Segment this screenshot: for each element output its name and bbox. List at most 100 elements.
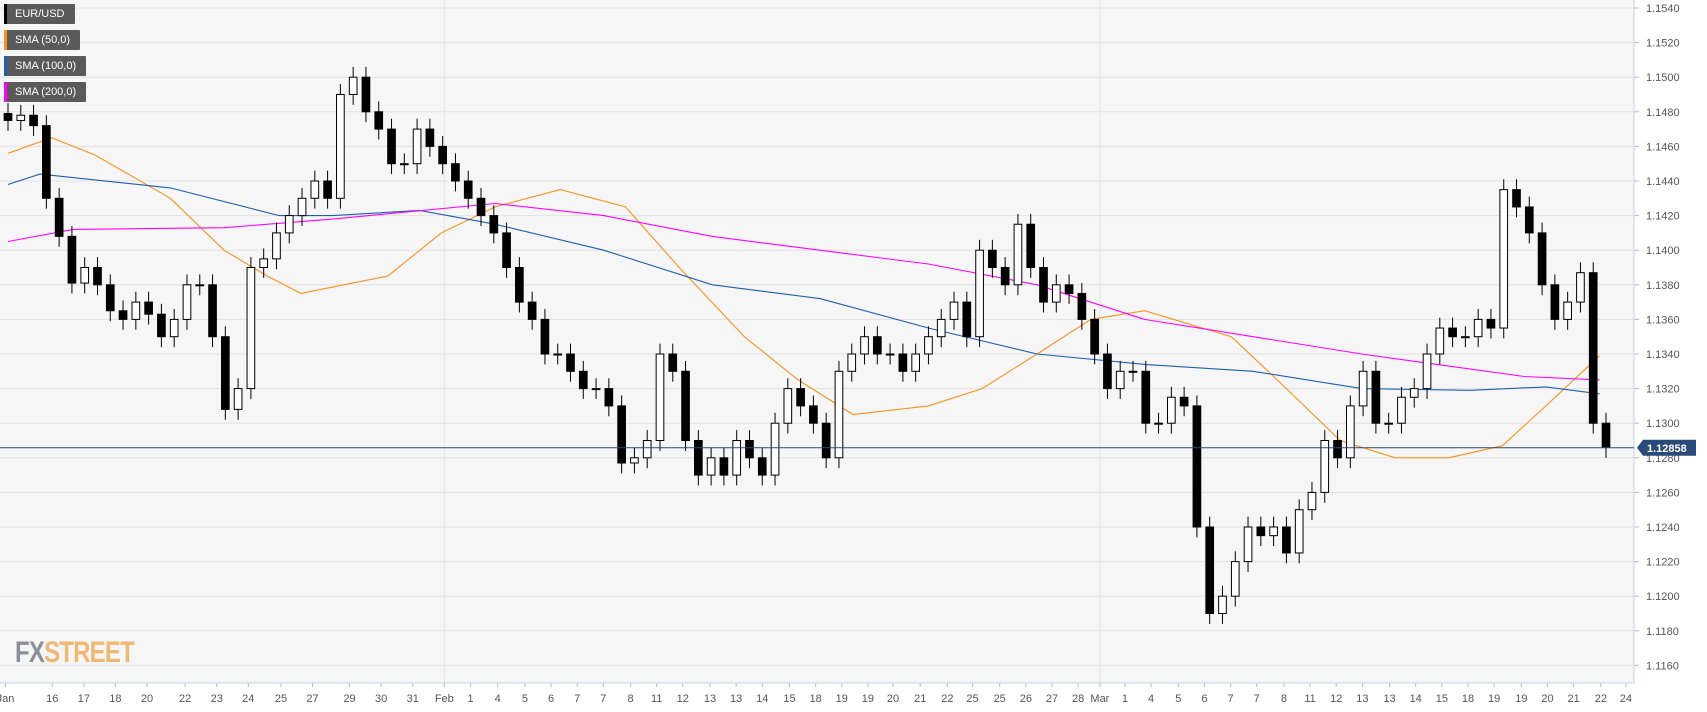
- candle-body: [208, 284, 217, 338]
- candle-body: [630, 457, 639, 464]
- x-tick-label: 20: [141, 693, 153, 705]
- candle-body: [1550, 284, 1560, 320]
- x-tick-label: 20: [887, 693, 899, 705]
- candle-body: [144, 301, 153, 315]
- candle: [195, 274, 205, 296]
- y-tick-label: 1.1520: [1646, 38, 1680, 50]
- x-tick-label: 14: [1410, 693, 1422, 705]
- candle: [284, 205, 294, 244]
- legend-sma100[interactable]: SMA (100,0): [4, 56, 87, 76]
- x-tick-label: 17: [78, 693, 90, 705]
- candle: [463, 170, 473, 209]
- x-tick-label: 27: [306, 693, 318, 705]
- candle: [860, 326, 869, 365]
- candle: [1192, 395, 1202, 538]
- x-tick-label: 14: [756, 693, 768, 705]
- candle-body: [412, 128, 422, 165]
- candle-body: [1576, 272, 1585, 303]
- candle-body: [1179, 396, 1189, 407]
- legend-sma50[interactable]: SMA (50,0): [4, 30, 81, 50]
- candle-body: [553, 353, 563, 356]
- candle: [604, 378, 614, 417]
- candle: [131, 291, 141, 330]
- candle: [591, 378, 601, 399]
- candle-body: [425, 128, 435, 147]
- candle-body: [93, 267, 102, 286]
- candle: [1115, 360, 1125, 399]
- candle: [1333, 430, 1342, 469]
- candle-body: [1486, 318, 1496, 329]
- legend-eurusd[interactable]: EUR/USD: [4, 4, 75, 24]
- candle: [438, 136, 447, 175]
- x-tick-label: 6: [548, 693, 554, 705]
- y-tick-label: 1.1400: [1646, 245, 1680, 257]
- x-tick-label: 31: [407, 693, 419, 705]
- candle: [451, 153, 460, 192]
- x-tick-label: 8: [627, 693, 633, 705]
- candle-body: [1090, 318, 1099, 355]
- legend-label: SMA (50,0): [15, 34, 71, 46]
- candle-body: [1473, 318, 1483, 338]
- y-tick-label: 1.1540: [1646, 3, 1680, 15]
- candle-body: [1141, 370, 1151, 424]
- x-tick-label: 21: [1567, 693, 1579, 705]
- candle-body: [1320, 440, 1330, 493]
- candle-body: [1077, 292, 1087, 320]
- x-tick-label: 7: [600, 693, 606, 705]
- candle-body: [1000, 267, 1010, 286]
- candle-body: [936, 318, 946, 338]
- candle-body: [1333, 440, 1342, 459]
- candle: [42, 115, 51, 209]
- candle: [93, 257, 102, 296]
- candle: [1282, 516, 1291, 564]
- candle: [1371, 360, 1381, 434]
- x-tick-label: 25: [275, 693, 287, 705]
- x-tick-label: 13: [1356, 693, 1368, 705]
- candle-body: [16, 114, 26, 121]
- legend-swatch: [4, 30, 7, 50]
- x-tick-label: 19: [836, 693, 848, 705]
- candle-body: [515, 267, 524, 303]
- candle: [80, 257, 90, 294]
- candle: [553, 343, 563, 365]
- candle-body: [617, 405, 626, 464]
- y-tick-label: 1.1180: [1646, 626, 1679, 638]
- candle-body: [1218, 595, 1227, 615]
- candle-body: [118, 310, 128, 320]
- x-tick-label: 20: [1541, 693, 1553, 705]
- candle-body: [451, 163, 460, 182]
- x-tick-label: 7: [574, 693, 580, 705]
- candle: [310, 170, 320, 209]
- candle: [655, 343, 665, 451]
- candle-body: [1512, 189, 1521, 208]
- legend-sma200[interactable]: SMA (200,0): [4, 82, 87, 102]
- candle: [425, 118, 435, 157]
- candle-body: [681, 370, 690, 441]
- candle-body: [1537, 232, 1547, 286]
- y-tick-label: 1.1440: [1646, 176, 1680, 188]
- candle: [374, 101, 384, 140]
- candle: [757, 447, 767, 486]
- candle-body: [578, 370, 588, 390]
- candle-body: [1230, 561, 1240, 597]
- candle: [144, 291, 153, 325]
- candle: [1448, 317, 1457, 348]
- candle: [246, 257, 256, 399]
- candle-body: [131, 301, 141, 320]
- legend-label: SMA (100,0): [15, 60, 77, 72]
- y-tick-label: 1.1240: [1646, 522, 1680, 534]
- x-tick-label: 11: [1304, 693, 1315, 705]
- candle-body: [527, 301, 537, 320]
- x-tick-label: 12: [677, 693, 689, 705]
- candle-body: [67, 235, 77, 284]
- candle: [1141, 360, 1151, 434]
- x-tick-label: 19: [1488, 693, 1500, 705]
- candle: [694, 430, 703, 486]
- x-tick-label: 16: [46, 693, 58, 705]
- candle-body: [399, 163, 409, 166]
- candle: [1588, 262, 1598, 434]
- candle: [1397, 386, 1406, 434]
- x-tick-label: Mar: [1090, 693, 1109, 705]
- x-tick-label: 1: [1122, 693, 1128, 705]
